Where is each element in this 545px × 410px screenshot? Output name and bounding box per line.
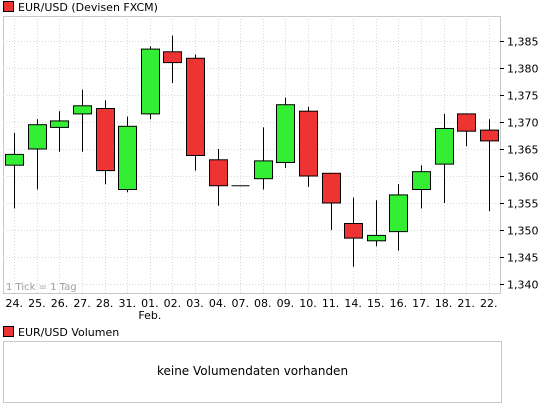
candle-body-up (367, 234, 386, 242)
candle-body-up (28, 124, 47, 150)
candle-body-down (299, 110, 318, 177)
candle-body-up (435, 127, 454, 165)
candle-body-down (457, 113, 476, 132)
plot-frame (3, 16, 501, 294)
x-tick-label: 24. (6, 297, 24, 310)
candle-body-up (50, 120, 69, 128)
candle-body-up (389, 194, 408, 233)
candle-body-up (5, 153, 24, 166)
candle-body-up (276, 104, 295, 163)
candle-body-up (412, 171, 431, 190)
candle-body-up (73, 105, 92, 115)
legend-swatch-price (3, 1, 14, 12)
x-tick-label: 15. (367, 297, 385, 310)
x-tick-label: 26. (51, 297, 69, 310)
y-tick-label: 1,355 (507, 198, 539, 211)
legend-swatch-volume (3, 326, 14, 337)
volume-legend-label: EUR/USD Volumen (18, 326, 120, 339)
candle-body-down (163, 51, 182, 64)
x-tick-label: 11. (322, 297, 340, 310)
x-tick-label: 25. (28, 297, 46, 310)
tick-note: 1 Tick = 1 Tag (6, 282, 77, 293)
candle-body-down (480, 129, 499, 142)
volume-empty-message: keine Volumendaten vorhanden (156, 364, 349, 378)
y-tick-label: 1,365 (507, 144, 539, 157)
volume-panel: keine Volumendaten vorhanden (3, 341, 502, 403)
y-tick-label: 1,380 (507, 63, 539, 76)
candle-body-down (344, 223, 363, 239)
x-tick-label: 17. (412, 297, 430, 310)
candle-body-down (209, 159, 228, 187)
x-tick-label: 07. (231, 297, 249, 310)
candle-body-up (254, 160, 273, 180)
price-chart: 1,340 1,345 1,350 1,355 1,360 1,365 1,370 1,375… (3, 16, 539, 322)
x-tick-label: 09. (277, 297, 295, 310)
candle-body-down (186, 57, 205, 156)
x-tick-label: 18. (435, 297, 453, 310)
y-tick-label: 1,350 (507, 225, 539, 238)
y-tick-label: 1,385 (507, 36, 539, 49)
candle-body-up (141, 48, 160, 115)
volume-legend: EUR/USD Volumen (3, 326, 119, 340)
candle-body-up (118, 125, 137, 190)
candle-body-down (322, 172, 341, 204)
y-tick-label: 1,375 (507, 90, 539, 103)
x-tick-label: 03. (186, 297, 204, 310)
y-tick-label: 1,345 (507, 252, 539, 265)
y-tick-label: 1,340 (507, 279, 539, 292)
x-tick-label: 04. (209, 297, 227, 310)
x-tick-label: 16. (390, 297, 408, 310)
x-tick-label: 21. (457, 297, 475, 310)
x-tick-label: 08. (254, 297, 272, 310)
x-tick-label: 28. (96, 297, 114, 310)
price-legend: EUR/USD (Devisen FXCM) (3, 1, 158, 15)
x-tick-label: 27. (73, 297, 91, 310)
x-tick-label: 14. (344, 297, 362, 310)
x-tick-label: 02. (164, 297, 182, 310)
y-tick-label: 1,360 (507, 171, 539, 184)
x-month-label: Feb. (138, 309, 161, 322)
y-tick-label: 1,370 (507, 117, 539, 130)
candle-body-down (96, 108, 115, 172)
x-tick-label: 10. (299, 297, 317, 310)
x-tick-label: 22. (480, 297, 498, 310)
x-tick-label: 31. (119, 297, 137, 310)
price-legend-label: EUR/USD (Devisen FXCM) (18, 1, 158, 14)
x-tick-label: 01. (141, 297, 159, 310)
